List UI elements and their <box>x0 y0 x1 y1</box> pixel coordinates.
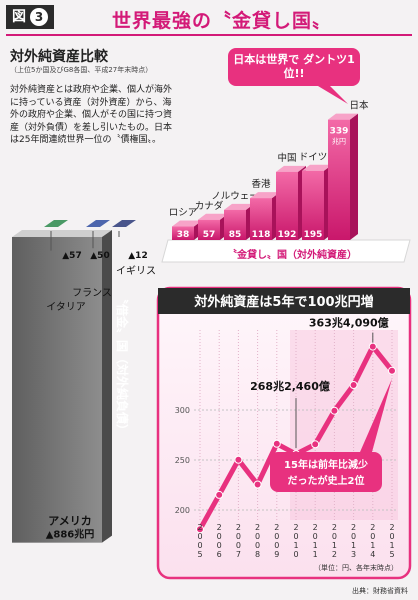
creditor-bar-6-top <box>328 113 358 120</box>
figure-label: 図 3 <box>6 5 54 29</box>
creditor-value-label-2: 85 <box>229 230 242 240</box>
description: 対外純資産とは政府や企業、個人が海外に持っている資産（対外資産）から、海外の政府… <box>10 85 173 145</box>
figure-label-text: 図 <box>12 9 26 25</box>
debtor-bar-0-side <box>102 230 112 543</box>
data-point-0 <box>196 525 204 534</box>
data-point-1 <box>215 490 224 499</box>
creditor-bar-6-side <box>350 113 358 240</box>
y-tick-label-0: 200 <box>175 506 190 515</box>
creditor-category-4: 中国 <box>277 152 296 164</box>
unit-note: （単位：円、各年末時点） <box>314 563 398 572</box>
creditor-bar-4 <box>276 171 298 240</box>
japan-callout: 日本は世界で ダントツ1位!! <box>228 48 360 86</box>
debtor-category-2: イタリア <box>46 301 86 313</box>
creditor-category-1: カナダ <box>195 200 224 212</box>
creditor-category-0: ロシア <box>169 208 198 219</box>
debtor-value-label-2: ▲57 <box>62 251 81 261</box>
debtor-category-3: イギリス <box>116 265 156 277</box>
debtor-bar-1 <box>86 220 110 227</box>
creditor-bar-5 <box>302 170 324 240</box>
annotation-2010: 268兆2,460億 <box>250 379 330 393</box>
creditor-bar-1 <box>198 219 220 240</box>
main-title: 世界最強の〝金貸し国〟 <box>112 10 333 32</box>
y-tick-label-1: 250 <box>175 456 190 465</box>
debtor-bar-2 <box>44 220 68 227</box>
data-point-4 <box>272 439 281 448</box>
debtor-bar-3 <box>112 220 136 227</box>
data-point-2 <box>234 455 243 464</box>
creditor-value-label-6: 339 <box>330 127 349 137</box>
debtor-value-label-0: ▲886兆円 <box>46 528 95 541</box>
section-title: 対外純資産比較 <box>10 49 108 65</box>
debtor-caption: 〝借金〟国（対外純負債） <box>115 292 130 436</box>
annotation-2015-line-2: だったが史上2位 <box>288 474 365 487</box>
creditor-bar-4-top <box>276 165 306 172</box>
creditor-value-label-4: 192 <box>278 230 297 240</box>
section-note: （上位5か国及びG8各国、平成27年末時点） <box>10 66 153 74</box>
creditor-bar-1-top <box>198 213 228 220</box>
annotation-2014: 363兆4,090億 <box>309 316 389 330</box>
data-point-8 <box>349 381 358 389</box>
debtor-bar-0 <box>12 237 102 543</box>
line-chart-title: 対外純資産は5年で100兆円増 <box>193 294 373 310</box>
annotation-2015-pointer <box>360 378 392 452</box>
debtor-category-1: フランス <box>72 287 112 299</box>
creditor-caption: 〝金貸し〟国（対外純資産） <box>227 248 357 261</box>
title-rule <box>6 34 412 36</box>
creditor-bar-2-top <box>224 203 254 210</box>
creditor-value-label-5: 195 <box>304 230 323 240</box>
creditor-category-5: ドイツ <box>299 152 328 163</box>
line-chart-title-bg <box>158 288 410 314</box>
creditor-category-6: 日本 <box>349 100 369 112</box>
data-point-3 <box>253 480 262 489</box>
creditor-value-label-0: 38 <box>177 230 190 240</box>
figure-number: 3 <box>30 8 48 26</box>
creditor-bar-2 <box>224 209 246 240</box>
creditor-bar-0 <box>172 226 194 240</box>
creditor-value-label-3: 118 <box>252 230 271 240</box>
debtor-bar-0-top <box>12 230 112 237</box>
creditor-bar-6 <box>328 119 350 240</box>
creditor-category-3: 香港 <box>251 178 271 190</box>
debtor-value-label-1: ▲50 <box>90 251 109 261</box>
data-point-10 <box>388 366 396 375</box>
creditor-value-unit-6: 兆円 <box>332 137 346 146</box>
creditor-bar-3 <box>250 198 272 240</box>
y-tick-label-2: 300 <box>175 406 190 415</box>
creditor-bar-5-top <box>302 164 332 171</box>
debtor-category-0: アメリカ <box>48 515 91 528</box>
callout-pointer <box>318 86 348 104</box>
annotation-2015-box <box>270 452 382 492</box>
data-point-9 <box>368 342 377 351</box>
debtor-value-label-3: ▲12 <box>128 251 147 261</box>
annotation-2015-line-1: 15年は前年比減少 <box>284 458 368 471</box>
data-point-6 <box>311 440 320 449</box>
creditor-value-label-1: 57 <box>203 230 216 240</box>
creditor-category-2: ノルウェー <box>211 191 259 202</box>
source-note: 出典：財務省資料 <box>352 587 408 595</box>
creditor-bar-0-top <box>172 220 202 227</box>
creditor-bar-3-top <box>250 192 280 199</box>
data-point-7 <box>330 406 339 415</box>
